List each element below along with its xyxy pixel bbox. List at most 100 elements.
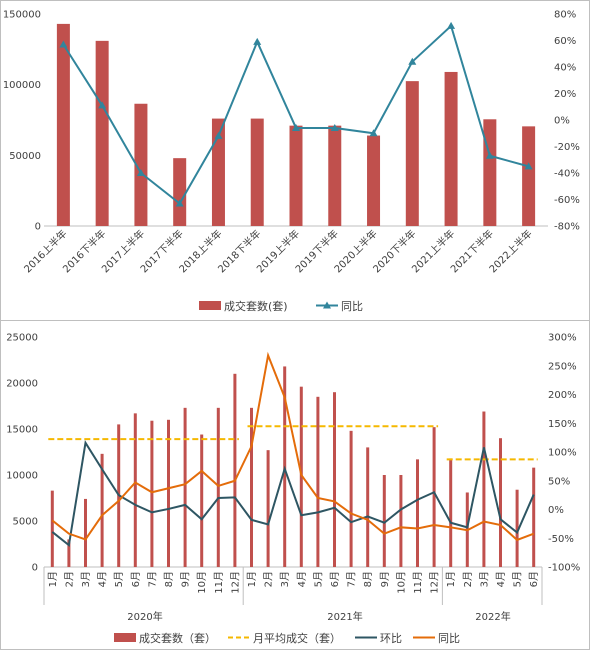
legend-triangle-icon <box>323 301 331 309</box>
month-label: 3月 <box>279 571 291 587</box>
month-label: 10月 <box>395 571 407 594</box>
monthly-legend: 成交套数（套） 月平均成交（套） 环比 同比 <box>114 631 460 645</box>
volume-bar <box>382 475 386 567</box>
right-tick-label: -40% <box>554 169 580 180</box>
left-tick-label: 10000 <box>6 471 38 482</box>
yoy-marker <box>292 123 300 131</box>
left-tick-label: 5000 <box>13 517 38 528</box>
yoy-marker <box>98 101 107 109</box>
left-tick-label: 25000 <box>6 333 38 344</box>
month-label: 7月 <box>346 571 358 587</box>
volume-bar <box>449 458 453 567</box>
left-tick-label: 100000 <box>3 80 41 91</box>
year-group-label: 2021年 <box>327 610 362 623</box>
half-year-chart: 0 50000 100000 150000 -80% -60% -40% -20% 0% 20%… <box>3 10 580 314</box>
volume-bar <box>483 119 497 226</box>
volume-bar <box>499 438 502 567</box>
month-label: 1月 <box>246 571 258 587</box>
month-label: 12月 <box>229 571 241 594</box>
volume-bar <box>183 407 187 567</box>
volume-bar <box>532 467 536 567</box>
legend-label-mom: 环比 <box>380 632 402 645</box>
legend-label-avg: 月平均成交（套） <box>253 631 341 645</box>
yoy-marker <box>214 131 223 139</box>
month-label: 3月 <box>478 571 490 587</box>
volume-bar <box>250 118 264 226</box>
yoy-marker <box>253 37 262 45</box>
yoy-marker <box>59 40 68 48</box>
month-label: 9月 <box>180 571 192 587</box>
volume-bar <box>167 419 170 567</box>
volume-bar <box>299 386 303 567</box>
month-label: 3月 <box>80 571 92 587</box>
volume-bar <box>95 40 109 226</box>
volume-bar <box>150 420 154 567</box>
volume-bar <box>200 434 204 567</box>
right-tick-label: 40% <box>554 63 576 74</box>
volume-bar <box>316 396 320 567</box>
volume-bar <box>515 489 519 567</box>
month-label: 11月 <box>412 571 424 594</box>
right-tick-label: 60% <box>554 36 576 47</box>
right-tick-label: 0% <box>554 116 570 127</box>
right-tick-label: 100% <box>548 448 577 459</box>
yoy-marker <box>330 123 339 131</box>
yoy-marker <box>369 129 378 137</box>
volume-bar <box>50 490 54 567</box>
month-label: 1月 <box>47 571 59 587</box>
right-tick-label: 200% <box>548 390 577 401</box>
volume-bar <box>133 413 137 567</box>
month-label: 7月 <box>146 571 158 587</box>
month-label: 5月 <box>312 571 324 587</box>
right-tick-label: 0% <box>548 505 564 516</box>
month-label: 8月 <box>163 571 175 587</box>
month-label: 1月 <box>445 571 457 587</box>
month-label: 10月 <box>196 571 208 594</box>
right-tick-label: -80% <box>554 222 580 233</box>
left-tick-label: 150000 <box>3 10 41 21</box>
month-label: 11月 <box>213 571 225 594</box>
monthly-chart: 0 5000 10000 15000 20000 25000 -100% -50% 0% 50%… <box>6 333 580 646</box>
yoy-marker <box>136 169 145 176</box>
left-tick-label: 15000 <box>6 425 38 436</box>
legend-label-volume: 成交套数（套） <box>139 631 216 645</box>
right-tick-label: 150% <box>548 419 577 430</box>
legend-label-yoy: 同比 <box>438 632 460 645</box>
volume-bar <box>233 373 237 567</box>
month-label: 2月 <box>462 571 474 587</box>
yoy-marker <box>524 162 533 170</box>
legend-label-volume: 成交套数(套) <box>224 299 288 313</box>
yoy-line <box>51 351 535 542</box>
month-label: 6月 <box>130 571 142 587</box>
month-label: 9月 <box>379 571 391 587</box>
month-label: 5月 <box>113 571 125 587</box>
volume-bar <box>405 81 419 226</box>
right-tick-label: 250% <box>548 361 577 372</box>
volume-bar <box>84 498 87 567</box>
volume-bar <box>399 475 403 567</box>
month-label: 8月 <box>362 571 374 587</box>
left-tick-label: 0 <box>35 222 41 233</box>
year-group-label: 2022年 <box>475 610 510 623</box>
volume-bar <box>366 447 370 567</box>
legend-swatch-bar <box>199 301 221 310</box>
volume-bar <box>444 71 458 227</box>
right-tick-label: -60% <box>554 195 580 206</box>
yoy-marker <box>408 57 417 65</box>
mom-line <box>51 440 535 547</box>
year-group-label: 2020年 <box>127 610 162 623</box>
legend-swatch-bar <box>114 633 136 642</box>
yoy-marker <box>447 21 456 29</box>
volume-bar <box>67 539 71 567</box>
right-tick-label: 20% <box>554 89 576 100</box>
yoy-marker <box>175 199 184 207</box>
volume-bar <box>432 427 436 567</box>
right-tick-label: -20% <box>554 142 580 153</box>
yoy-marker <box>485 151 494 159</box>
month-label: 5月 <box>512 571 524 587</box>
right-tick-label: -100% <box>548 563 580 574</box>
volume-bar <box>56 23 70 226</box>
right-tick-label: 300% <box>548 333 577 344</box>
left-tick-label: 20000 <box>6 379 38 390</box>
volume-bar <box>367 135 381 226</box>
